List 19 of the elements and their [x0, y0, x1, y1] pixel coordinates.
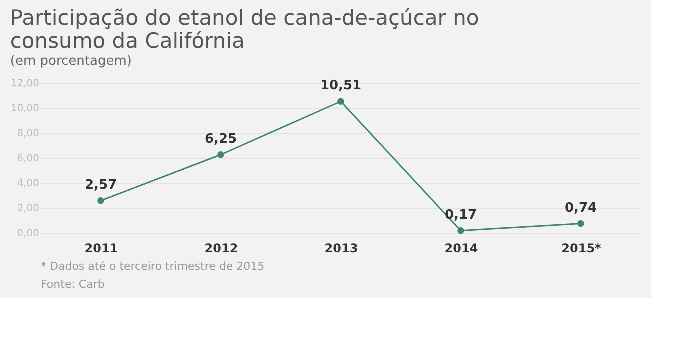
x-tick-label: 2014 [444, 242, 478, 256]
chart-title: Participação do etanol de cana-de-açúcar no consumo da Califórnia [10, 6, 480, 53]
text: * Dados até o terceiro trimestre de 2015 [41, 260, 265, 273]
point [338, 98, 344, 105]
x-tick-label: 2013 [324, 242, 358, 256]
x-tick-label: 2012 [204, 242, 238, 256]
data-label: 10,51 [320, 78, 362, 94]
x-tick-label: 2011 [84, 242, 118, 256]
point [98, 198, 104, 204]
source-note: Fonte: Carb [41, 278, 105, 291]
chart-subtitle: (em porcentagem) [10, 54, 132, 69]
data-label: 0,74 [564, 200, 598, 216]
point [578, 220, 584, 228]
data-label: 2,57 [84, 178, 118, 193]
data-label: 6,25 [204, 132, 238, 147]
point [458, 228, 464, 234]
x-tick-label: 2015* [562, 242, 602, 256]
data-label: 0,17 [444, 208, 478, 223]
point [218, 152, 224, 158]
